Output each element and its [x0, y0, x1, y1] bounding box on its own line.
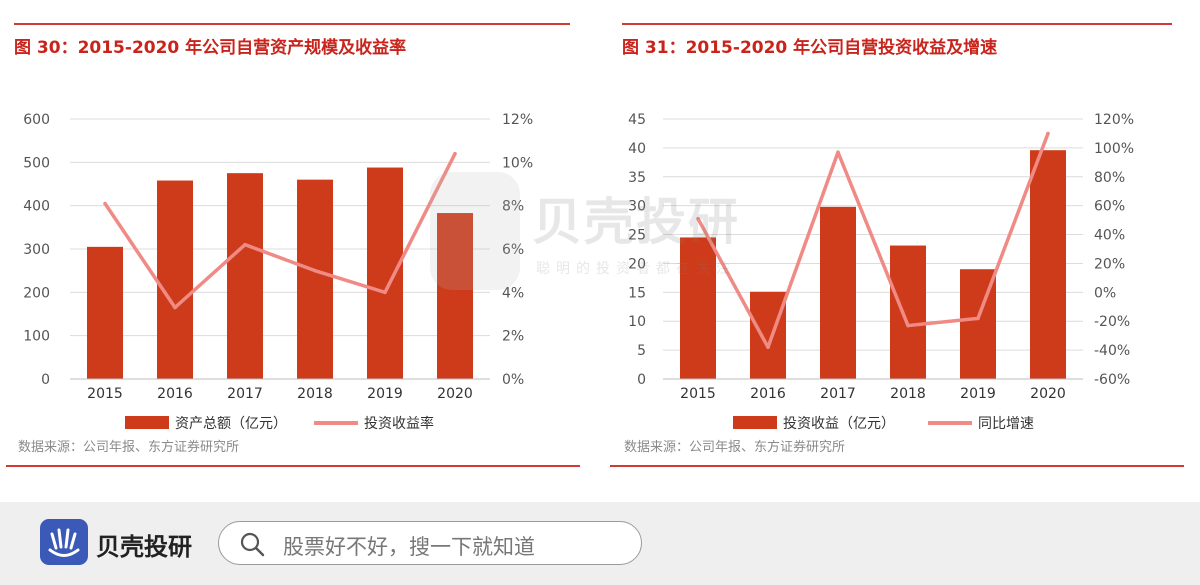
legend-label: 投资收益（亿元） [783, 416, 895, 432]
chart-panel-right: 图 31：2015-2020 年公司自营投资收益及增速 45 40 35 30 25 20… [600, 0, 1200, 500]
y-left-tick-label: 45 [628, 112, 646, 128]
y-right-tick-label: 100% [1094, 141, 1134, 157]
chart-title: 图 31：2015-2020 年公司自营投资收益及增速 [622, 38, 998, 58]
bottom-rule [610, 465, 1184, 467]
x-tick-label: 2020 [437, 386, 473, 402]
x-tick-label: 2018 [890, 386, 926, 402]
x-tick-label: 2017 [820, 386, 856, 402]
legend-label: 投资收益率 [364, 415, 434, 432]
x-tick-label: 2019 [960, 386, 996, 402]
y-left-tick-label: 25 [628, 228, 646, 244]
top-rule [14, 23, 570, 25]
y-right-tick-label: 4% [502, 285, 524, 301]
bar [227, 173, 263, 379]
search-icon [240, 532, 265, 557]
chart-panel-left: 图 30：2015-2020 年公司自营资产规模及收益率 600 500 400 30… [0, 0, 580, 500]
legend-label: 资产总额（亿元） [175, 416, 287, 432]
line-point [976, 316, 980, 321]
y-left-tick-label: 200 [23, 285, 50, 301]
y-right-tick-label: 0% [1094, 285, 1116, 301]
search-input[interactable]: 股票好不好，搜一下就知道 [218, 521, 642, 565]
y-right-tick-label: 12% [502, 112, 533, 128]
line-point [173, 305, 177, 310]
line-point [453, 151, 457, 156]
bar [157, 180, 193, 379]
line-point [836, 150, 840, 155]
y-left-tick-label: 0 [637, 372, 646, 388]
y-left-tick-label: 5 [637, 343, 646, 359]
y-left-tick-label: 100 [23, 329, 50, 345]
y-right-tick-label: -20% [1094, 314, 1130, 330]
y-left-tick-label: 500 [23, 155, 50, 171]
y-left-tick-label: 300 [23, 242, 50, 258]
x-tick-label: 2015 [87, 386, 123, 402]
bar [297, 179, 333, 379]
source-note: 数据来源：公司年报、东方证券研究所 [18, 440, 240, 455]
y-left-tick-label: 400 [23, 199, 50, 215]
x-tick-label: 2020 [1030, 386, 1066, 402]
bar [820, 206, 856, 379]
chart-svg: 600 500 400 300 200 100 0 12% 10% 8% 6% 4% 2% 0% 2015 2… [23, 112, 533, 432]
x-tick-label: 2016 [157, 386, 193, 402]
x-tick-label: 2016 [750, 386, 786, 402]
search-placeholder: 股票好不好，搜一下就知道 [283, 535, 535, 559]
y-right-tick-label: 60% [1094, 199, 1125, 215]
bar [1030, 150, 1066, 379]
bar [750, 291, 786, 379]
bar [890, 245, 926, 379]
line-point [243, 242, 247, 247]
bar [367, 167, 403, 379]
top-rule [622, 23, 1172, 25]
line-point [1046, 131, 1050, 136]
chart-svg: 454035302520151050120%100%80%60%40%20%0%… [628, 112, 1134, 432]
y-left-tick-label: 600 [23, 112, 50, 128]
x-tick-label: 2017 [227, 386, 263, 402]
bar [437, 213, 473, 379]
y-right-tick-label: 80% [1094, 170, 1125, 186]
x-tick-label: 2019 [367, 386, 403, 402]
y-left-tick-label: 0 [41, 372, 50, 388]
series-line [696, 132, 1050, 349]
y-left-tick-label: 35 [628, 170, 646, 186]
line-point [906, 323, 910, 328]
legend-swatch-bar [733, 416, 777, 429]
y-right-tick-label: 8% [502, 199, 524, 215]
source-note: 数据来源：公司年报、东方证券研究所 [624, 440, 846, 455]
line-point [103, 201, 107, 206]
bottom-rule [6, 465, 580, 467]
line-point [696, 216, 700, 221]
y-left-tick-label: 20 [628, 256, 646, 272]
y-right-tick-label: 6% [502, 242, 524, 258]
chart-title: 图 30：2015-2020 年公司自营资产规模及收益率 [14, 38, 407, 58]
y-right-tick-label: -60% [1094, 372, 1130, 388]
line-point [766, 345, 770, 350]
y-left-tick-label: 30 [628, 199, 646, 215]
legend-label: 同比增速 [978, 416, 1034, 432]
brand-logo-icon[interactable] [40, 519, 88, 565]
y-right-tick-label: 0% [502, 372, 524, 388]
line-point [383, 290, 387, 295]
y-right-tick-label: 120% [1094, 112, 1134, 128]
y-right-tick-label: 2% [502, 329, 524, 345]
y-right-tick-label: 20% [1094, 256, 1125, 272]
y-left-tick-label: 40 [628, 141, 646, 157]
x-tick-label: 2015 [680, 386, 716, 402]
bar [680, 237, 716, 379]
bar [87, 246, 123, 379]
y-left-tick-label: 10 [628, 314, 646, 330]
x-tick-label: 2018 [297, 386, 333, 402]
line-point [313, 268, 317, 273]
legend-swatch-bar [125, 416, 169, 429]
footer-brand-name[interactable]: 贝壳投研 [96, 533, 192, 561]
y-right-tick-label: -40% [1094, 343, 1130, 359]
y-right-tick-label: 10% [502, 155, 533, 171]
series-line [103, 152, 457, 310]
y-left-tick-label: 15 [628, 285, 646, 301]
y-right-tick-label: 40% [1094, 228, 1125, 244]
